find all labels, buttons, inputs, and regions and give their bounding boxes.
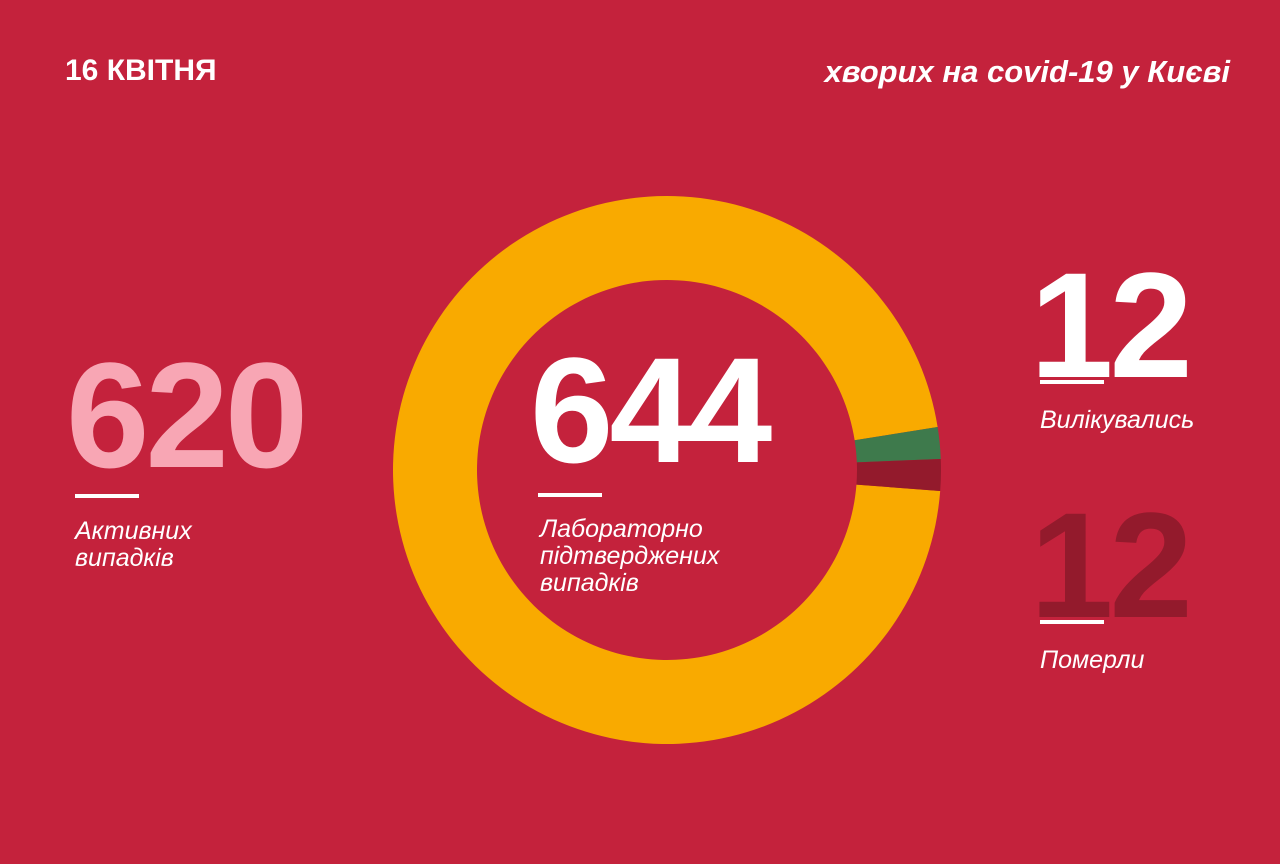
title: 16 КВІТНЯ [65, 54, 217, 87]
value-label: 12 [1030, 481, 1193, 649]
total-value: 644 [530, 326, 772, 494]
legend-label: Вилікувались [1040, 406, 1195, 434]
divider [1040, 380, 1104, 384]
divider [75, 494, 139, 498]
donut-slice [856, 458, 941, 492]
donut-slice [854, 427, 941, 463]
subtitle: хворих на covid-19 у Києві [824, 54, 1230, 89]
value-label: 620 [66, 331, 308, 499]
divider [1040, 620, 1104, 624]
value-label: 12 [1030, 241, 1193, 409]
total-label: Лабораторно підтверджених випадків [540, 515, 720, 597]
divider [538, 493, 602, 497]
legend-label: Померли [1040, 646, 1145, 674]
donut-slice [393, 195, 941, 744]
legend-label: Активних випадків [75, 517, 192, 572]
